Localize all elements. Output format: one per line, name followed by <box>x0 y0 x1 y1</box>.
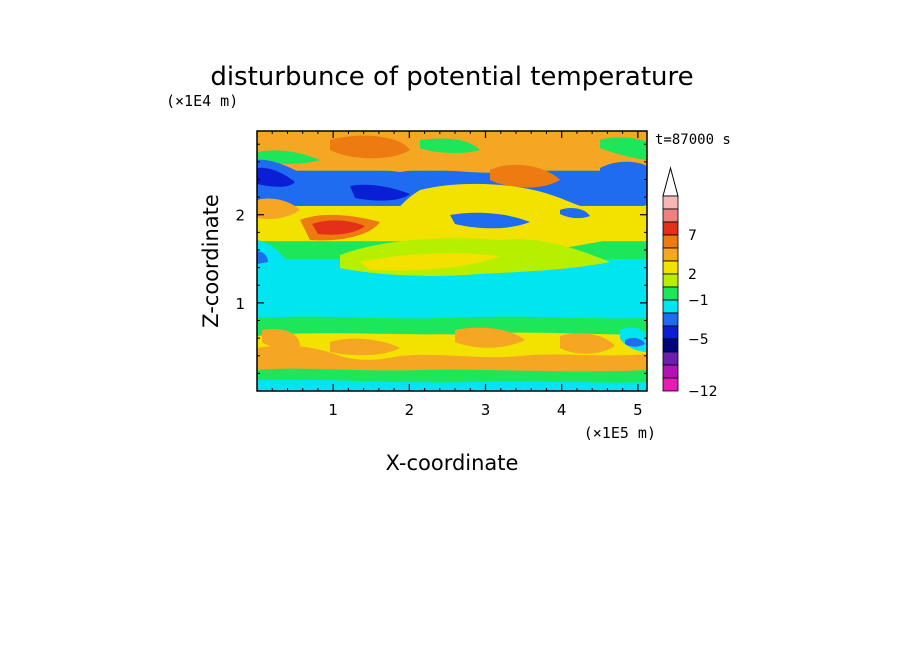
field-features <box>257 131 647 391</box>
colorbar-swatch <box>662 221 679 236</box>
time-label: t=87000 s <box>655 132 731 148</box>
colorbar-swatch <box>662 325 679 340</box>
colorbar-swatch <box>662 247 679 262</box>
x-axis: 1 2 3 4 5 <box>271 131 643 419</box>
colorbar-label: −1 <box>688 293 709 309</box>
colorbar-label: −12 <box>688 384 718 400</box>
y-tick-label: 1 <box>235 295 245 313</box>
x-tick-label: 3 <box>481 401 491 419</box>
chart-title: disturbunce of potential temperature <box>210 62 693 92</box>
y-axis: 12 <box>235 143 647 374</box>
colorbar-swatch <box>662 234 679 249</box>
colorbar-swatch <box>662 299 679 314</box>
colorbar-swatch <box>662 208 679 223</box>
colorbar-extend-arrow <box>662 166 679 197</box>
colorbar-swatch <box>662 338 679 353</box>
colorbar-label: −5 <box>688 332 709 348</box>
colorbar-label: 2 <box>688 267 697 283</box>
plot-frame <box>256 130 648 392</box>
x-tick-label: 1 <box>328 401 338 419</box>
colorbar-swatch <box>662 286 679 301</box>
colorbar-swatch <box>662 195 679 210</box>
field-band <box>257 375 647 387</box>
heatmap-field <box>257 131 647 391</box>
x-axis-label: X-coordinate <box>386 451 519 475</box>
y-unit-label: (×1E4 m) <box>166 92 238 110</box>
colorbar-swatch <box>662 377 679 392</box>
colorbar: 7 2 −1 −5 −12 <box>662 166 718 400</box>
x-tick-label: 5 <box>633 401 643 419</box>
y-axis-label: Z-coordinate <box>199 194 223 328</box>
colorbar-swatch <box>662 351 679 366</box>
x-tick-label: 4 <box>557 401 567 419</box>
y-tick-label: 2 <box>235 207 245 225</box>
x-unit-label: (×1E5 m) <box>584 424 656 442</box>
x-tick-label: 2 <box>405 401 415 419</box>
colorbar-label: 7 <box>688 228 697 244</box>
colorbar-swatch <box>662 273 679 288</box>
colorbar-swatch <box>662 364 679 379</box>
colorbar-swatch <box>662 312 679 327</box>
colorbar-swatch <box>662 260 679 275</box>
